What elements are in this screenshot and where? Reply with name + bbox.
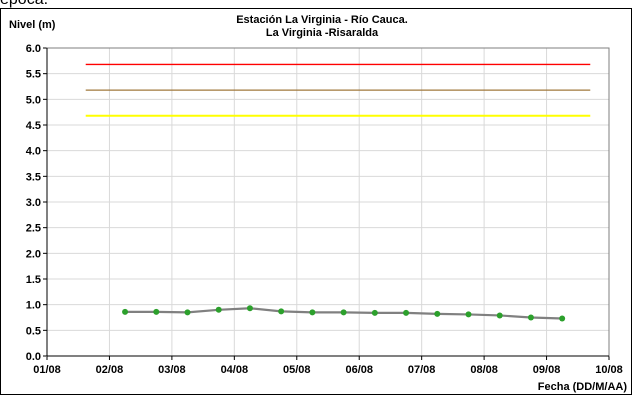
caption-fragment: época. (0, 0, 48, 9)
x-axis-label: Fecha (DD/M/AA) (538, 381, 628, 393)
x-tick-label: 04/08 (221, 364, 249, 376)
y-axis-label: Nivel (m) (9, 19, 56, 31)
data-point (184, 309, 191, 316)
x-tick-label: 08/08 (470, 364, 498, 376)
y-tick-label: 4.0 (26, 146, 41, 158)
data-point (496, 312, 503, 319)
data-point (340, 309, 347, 316)
data-point (527, 314, 534, 321)
x-tick-label: 09/08 (533, 364, 561, 376)
y-tick-label: 5.0 (26, 94, 41, 106)
data-point (309, 309, 316, 316)
data-point (153, 308, 160, 315)
y-tick-label: 3.5 (26, 171, 41, 183)
y-tick-label: 0.5 (26, 325, 41, 337)
data-point (215, 306, 222, 313)
y-tick-label: 6.0 (26, 43, 41, 55)
data-point (403, 309, 410, 316)
x-tick-label: 10/08 (595, 364, 623, 376)
y-tick-label: 3.0 (26, 197, 41, 209)
x-tick-label: 06/08 (345, 364, 373, 376)
data-point (122, 308, 129, 315)
data-point (434, 310, 441, 317)
x-tick-label: 02/08 (96, 364, 124, 376)
x-tick-label: 05/08 (283, 364, 311, 376)
y-tick-label: 1.0 (26, 300, 41, 312)
y-tick-label: 5.5 (26, 69, 41, 81)
chart-title-line2: La Virginia -Risaralda (266, 27, 379, 39)
x-tick-label: 07/08 (408, 364, 436, 376)
data-point (465, 311, 472, 318)
x-tick-label: 03/08 (158, 364, 186, 376)
data-point (246, 305, 253, 312)
y-tick-label: 0.0 (26, 351, 41, 363)
y-tick-label: 2.0 (26, 248, 41, 260)
data-point (278, 308, 285, 315)
y-tick-label: 1.5 (26, 274, 41, 286)
chart-title-line1: Estación La Virginia - Río Cauca. (236, 14, 408, 26)
x-tick-label: 01/08 (33, 364, 61, 376)
y-tick-label: 4.5 (26, 120, 41, 132)
data-point (371, 309, 378, 316)
y-tick-label: 2.5 (26, 223, 41, 235)
data-point (559, 315, 566, 322)
